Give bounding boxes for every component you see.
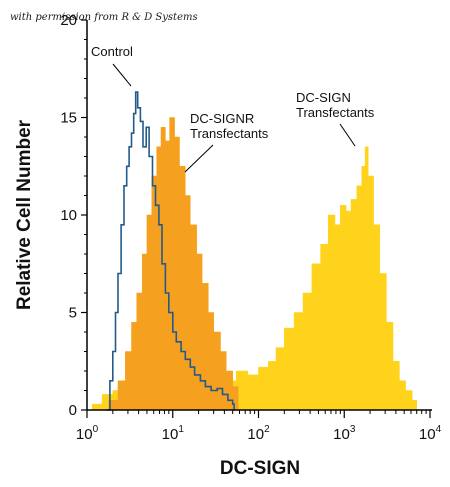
y-tick-label: 0 xyxy=(69,402,77,419)
control-leader-line xyxy=(112,63,132,87)
dc-signr-annotation-line1: DC-SIGNR xyxy=(190,111,254,126)
x-tick-label: 103 xyxy=(333,424,356,443)
permission-note: with permission from R & D Systems xyxy=(10,12,198,23)
y-axis-ticks: 0 5 10 15 20 xyxy=(60,12,87,419)
y-tick-label: 15 xyxy=(60,110,77,127)
y-tick-label: 20 xyxy=(60,12,77,29)
x-tick-label: 104 xyxy=(419,424,442,443)
control-annotation: Control xyxy=(91,44,133,59)
dc-sign-annotation-line1: DC-SIGN xyxy=(296,90,351,105)
dc-sign-annotation-line2: Transfectants xyxy=(296,105,375,120)
y-tick-label: 10 xyxy=(60,207,77,224)
histogram-series xyxy=(91,91,417,411)
dc-sign-leader-line xyxy=(339,123,356,147)
series-dc-signr xyxy=(96,117,239,411)
dc-signr-leader-line xyxy=(184,144,214,173)
dc-signr-annotation-line2: Transfectants xyxy=(190,126,269,141)
x-tick-label: 101 xyxy=(162,424,185,443)
series-control xyxy=(106,91,235,411)
x-axis-ticks: 100 101 102 103 104 xyxy=(76,410,442,443)
x-tick-label: 100 xyxy=(76,424,99,443)
x-tick-label: 102 xyxy=(247,424,270,443)
x-axis-title: DC-SIGN xyxy=(220,458,300,479)
y-tick-label: 5 xyxy=(69,305,77,322)
y-axis-title: Relative Cell Number xyxy=(14,119,35,310)
